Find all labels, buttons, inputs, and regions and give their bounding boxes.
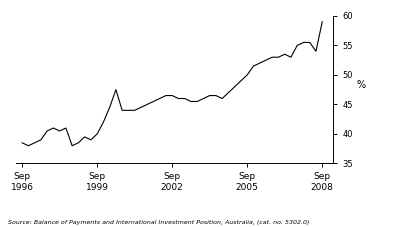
Text: Source: Balance of Payments and International Investment Position, Australia, (c: Source: Balance of Payments and Internat…: [8, 220, 309, 225]
Y-axis label: %: %: [357, 80, 366, 90]
